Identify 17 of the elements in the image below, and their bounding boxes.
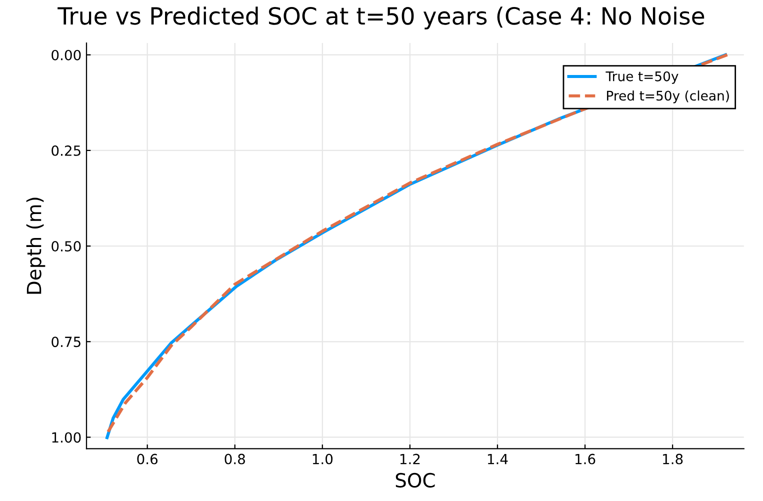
x-tick-label: 1.2 <box>400 454 420 464</box>
y-tick-label: 0.25 <box>52 145 80 156</box>
y-tick-label: 0.75 <box>52 336 80 348</box>
x-tick-label: 1.0 <box>312 454 333 464</box>
x-tick-label: 1.8 <box>663 454 683 464</box>
chart-title: True vs Predicted SOC at t=50 years (Case 4: No Noise <box>58 6 704 30</box>
legend-label: True t=50y <box>606 71 678 84</box>
y-tick-label: 0.00 <box>52 50 81 60</box>
x-tick-label: 1.4 <box>488 454 508 464</box>
y-tick-label: 1.00 <box>52 432 81 443</box>
y-axis-title: Depth (m) <box>26 198 46 294</box>
x-tick-label: 1.6 <box>576 454 596 464</box>
x-axis-title: SOC <box>396 472 435 488</box>
legend-label: Pred t=50y (clean) <box>607 90 729 104</box>
x-tick-label: 0.8 <box>224 454 245 464</box>
y-tick-label: 0.50 <box>52 241 81 252</box>
x-tick-label: 0.6 <box>137 454 158 464</box>
